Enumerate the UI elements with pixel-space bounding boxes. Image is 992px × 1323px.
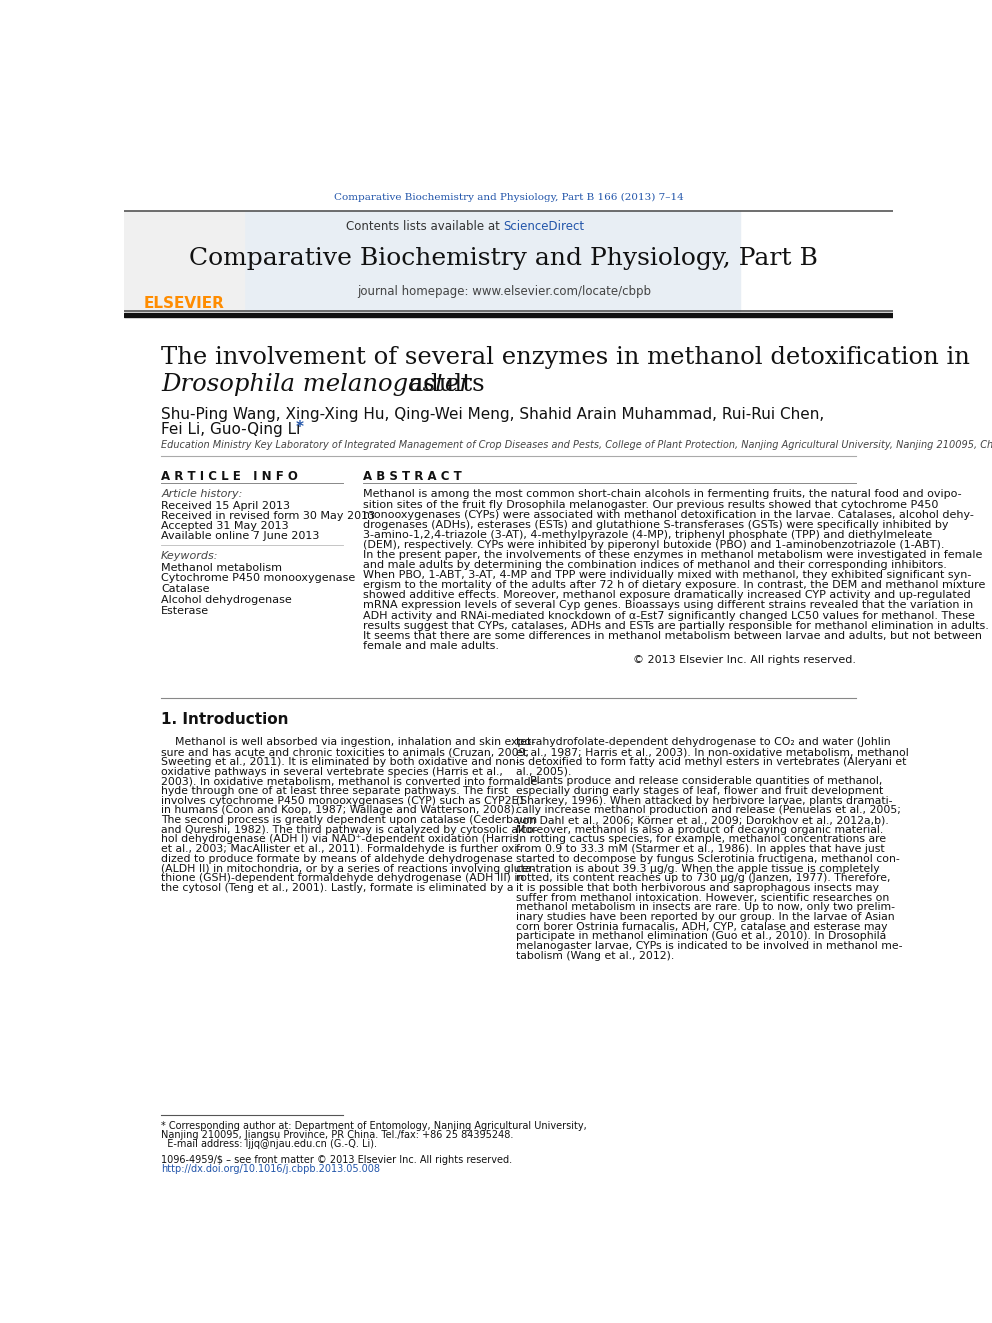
Text: and Qureshi, 1982). The third pathway is catalyzed by cytosolic alco-: and Qureshi, 1982). The third pathway is… [161,824,538,835]
Text: Accepted 31 May 2013: Accepted 31 May 2013 [161,521,289,531]
Text: rotted, its content reaches up to 730 μg/g (Janzen, 1977). Therefore,: rotted, its content reaches up to 730 μg… [516,873,891,884]
Text: cally increase methanol production and release (Penuelas et al., 2005;: cally increase methanol production and r… [516,806,901,815]
Text: Received 15 April 2013: Received 15 April 2013 [161,501,291,511]
Bar [124,212,244,311]
Text: E-mail address: ljjq@njau.edu.cn (G.-Q. Li).: E-mail address: ljjq@njau.edu.cn (G.-Q. … [161,1139,377,1150]
Text: monooxygenases (CYPs) were associated with methanol detoxification in the larvae: monooxygenases (CYPs) were associated wi… [363,509,973,520]
Text: journal homepage: www.elsevier.com/locate/cbpb: journal homepage: www.elsevier.com/locat… [357,284,651,298]
Text: Esterase: Esterase [161,606,209,615]
Text: et al., 2003; MacAllister et al., 2011). Formaldehyde is further oxi-: et al., 2003; MacAllister et al., 2011).… [161,844,522,855]
Text: tabolism (Wang et al., 2012).: tabolism (Wang et al., 2012). [516,951,675,960]
Text: Fei Li, Guo-Qing Li: Fei Li, Guo-Qing Li [161,422,306,437]
Text: A R T I C L E   I N F O: A R T I C L E I N F O [161,470,298,483]
Text: *: * [296,419,305,435]
Text: inary studies have been reported by our group. In the larvae of Asian: inary studies have been reported by our … [516,912,895,922]
Text: Methanol is well absorbed via ingestion, inhalation and skin expo-: Methanol is well absorbed via ingestion,… [161,737,536,747]
Text: Cytochrome P450 monooxygenase: Cytochrome P450 monooxygenase [161,573,355,583]
Text: A B S T R A C T: A B S T R A C T [363,470,461,483]
Text: Available online 7 June 2013: Available online 7 June 2013 [161,531,319,541]
Text: oxidative pathways in several vertebrate species (Harris et al.,: oxidative pathways in several vertebrate… [161,766,503,777]
Text: drogenases (ADHs), esterases (ESTs) and glutathione S-transferases (GSTs) were s: drogenases (ADHs), esterases (ESTs) and … [363,520,948,529]
Text: dized to produce formate by means of aldehyde dehydrogenase: dized to produce formate by means of ald… [161,853,513,864]
Text: involves cytochrome P450 monooxygenases (CYP) such as CYP2E1: involves cytochrome P450 monooxygenases … [161,795,526,806]
Text: adults: adults [402,373,485,396]
Text: The involvement of several enzymes in methanol detoxification in: The involvement of several enzymes in me… [161,345,970,369]
Text: from 0.9 to 33.3 mM (Starmer et al., 1986). In apples that have just: from 0.9 to 33.3 mM (Starmer et al., 198… [516,844,885,855]
Text: Catalase: Catalase [161,585,209,594]
Text: (DEM), respectively. CYPs were inhibited by piperonyl butoxide (PBO) and 1-amino: (DEM), respectively. CYPs were inhibited… [363,540,944,550]
Text: Nanjing 210095, Jiangsu Province, PR China. Tel./fax: +86 25 84395248.: Nanjing 210095, Jiangsu Province, PR Chi… [161,1130,514,1140]
Text: It seems that there are some differences in methanol metabolism between larvae a: It seems that there are some differences… [363,631,982,640]
Text: 3-amino-1,2,4-triazole (3-AT), 4-methylpyrazole (4-MP), triphenyl phosphate (TPP: 3-amino-1,2,4-triazole (3-AT), 4-methylp… [363,529,931,540]
Text: ergism to the mortality of the adults after 72 h of dietary exposure. In contras: ergism to the mortality of the adults af… [363,581,985,590]
Text: in humans (Coon and Koop, 1987; Wallage and Watterson, 2008).: in humans (Coon and Koop, 1987; Wallage … [161,806,519,815]
Text: von Dahl et al., 2006; Körner et al., 2009; Dorokhov et al., 2012a,b).: von Dahl et al., 2006; Körner et al., 20… [516,815,889,826]
Text: (ALDH II) in mitochondria, or by a series of reactions involving gluta-: (ALDH II) in mitochondria, or by a serie… [161,864,536,873]
Text: Article history:: Article history: [161,490,243,500]
Text: Comparative Biochemistry and Physiology, Part B: Comparative Biochemistry and Physiology,… [189,247,818,270]
Text: Education Ministry Key Laboratory of Integrated Management of Crop Diseases and : Education Ministry Key Laboratory of Int… [161,441,992,450]
Text: participate in methanol elimination (Guo et al., 2010). In Drosophila: participate in methanol elimination (Guo… [516,931,887,942]
Text: Comparative Biochemistry and Physiology, Part B 166 (2013) 7–14: Comparative Biochemistry and Physiology,… [333,193,683,202]
Text: and male adults by determining the combination indices of methanol and their cor: and male adults by determining the combi… [363,560,946,570]
Text: 1096-4959/$ – see front matter © 2013 Elsevier Inc. All rights reserved.: 1096-4959/$ – see front matter © 2013 El… [161,1155,512,1164]
Text: In rotting cactus species, for example, methanol concentrations are: In rotting cactus species, for example, … [516,835,886,844]
Bar [124,312,893,318]
Text: mRNA expression levels of several Cyp genes. Bioassays using different strains r: mRNA expression levels of several Cyp ge… [363,601,973,610]
Text: sition sites of the fruit fly Drosophila melanogaster. Our previous results show: sition sites of the fruit fly Drosophila… [363,500,938,509]
Text: female and male adults.: female and male adults. [363,640,499,651]
Text: melanogaster larvae, CYPs is indicated to be involved in methanol me-: melanogaster larvae, CYPs is indicated t… [516,941,903,951]
Text: http://dx.doi.org/10.1016/j.cbpb.2013.05.008: http://dx.doi.org/10.1016/j.cbpb.2013.05… [161,1164,380,1174]
Text: Methanol metabolism: Methanol metabolism [161,562,282,573]
Text: * Corresponding author at: Department of Entomology, Nanjing Agricultural Univer: * Corresponding author at: Department of… [161,1121,587,1131]
Text: Methanol is among the most common short-chain alcohols in fermenting fruits, the: Methanol is among the most common short-… [363,490,961,500]
Text: 1. Introduction: 1. Introduction [161,712,289,726]
Text: Moreover, methanol is also a product of decaying organic material.: Moreover, methanol is also a product of … [516,824,884,835]
Text: Alcohol dehydrogenase: Alcohol dehydrogenase [161,595,292,605]
Bar [244,212,740,311]
Text: is detoxified to form fatty acid methyl esters in vertebrates (Aleryani et: is detoxified to form fatty acid methyl … [516,757,907,767]
Text: When PBO, 1-ABT, 3-AT, 4-MP and TPP were individually mixed with methanol, they : When PBO, 1-ABT, 3-AT, 4-MP and TPP were… [363,570,971,581]
Text: ADH activity and RNAi-mediated knockdown of α-Est7 significantly changed LC50 va: ADH activity and RNAi-mediated knockdown… [363,610,974,620]
Text: especially during early stages of leaf, flower and fruit development: especially during early stages of leaf, … [516,786,884,796]
Text: al., 2005).: al., 2005). [516,766,571,777]
Text: hol dehydrogenase (ADH I) via NAD⁺-dependent oxidation (Harris: hol dehydrogenase (ADH I) via NAD⁺-depen… [161,835,519,844]
Text: hyde through one of at least three separate pathways. The first: hyde through one of at least three separ… [161,786,508,796]
Text: ScienceDirect: ScienceDirect [504,220,585,233]
Text: The second process is greatly dependent upon catalase (Cederbaum: The second process is greatly dependent … [161,815,538,826]
Text: the cytosol (Teng et al., 2001). Lastly, formate is eliminated by a: the cytosol (Teng et al., 2001). Lastly,… [161,882,514,893]
Text: thione (GSH)-dependent formaldehyde dehydrogenase (ADH III) in: thione (GSH)-dependent formaldehyde dehy… [161,873,525,884]
Text: suffer from methanol intoxication. However, scientific researches on: suffer from methanol intoxication. Howev… [516,893,890,902]
Text: (Sharkey, 1996). When attacked by herbivore larvae, plants dramati-: (Sharkey, 1996). When attacked by herbiv… [516,795,893,806]
Text: Shu-Ping Wang, Xing-Xing Hu, Qing-Wei Meng, Shahid Arain Muhammad, Rui-Rui Chen,: Shu-Ping Wang, Xing-Xing Hu, Qing-Wei Me… [161,407,824,422]
Text: Plants produce and release considerable quantities of methanol,: Plants produce and release considerable … [516,777,883,786]
Text: Received in revised form 30 May 2013: Received in revised form 30 May 2013 [161,511,375,521]
Text: Keywords:: Keywords: [161,552,218,561]
Text: corn borer Ostrinia furnacalis, ADH, CYP, catalase and esterase may: corn borer Ostrinia furnacalis, ADH, CYP… [516,922,888,931]
Text: 2003). In oxidative metabolism, methanol is converted into formalde-: 2003). In oxidative metabolism, methanol… [161,777,542,786]
Text: et al., 1987; Harris et al., 2003). In non-oxidative metabolism, methanol: et al., 1987; Harris et al., 2003). In n… [516,747,909,757]
Text: showed additive effects. Moreover, methanol exposure dramatically increased CYP : showed additive effects. Moreover, metha… [363,590,970,601]
Text: it is possible that both herbivorous and saprophagous insects may: it is possible that both herbivorous and… [516,882,879,893]
Text: © 2013 Elsevier Inc. All rights reserved.: © 2013 Elsevier Inc. All rights reserved… [633,655,855,665]
Text: Drosophila melanogaster: Drosophila melanogaster [161,373,471,396]
Text: tetrahydrofolate-dependent dehydrogenase to CO₂ and water (Johlin: tetrahydrofolate-dependent dehydrogenase… [516,737,891,747]
Text: sure and has acute and chronic toxicities to animals (Cruzan, 2009;: sure and has acute and chronic toxicitie… [161,747,530,757]
Text: ELSEVIER: ELSEVIER [144,296,225,311]
Text: started to decompose by fungus Sclerotinia fructigena, methanol con-: started to decompose by fungus Sclerotin… [516,853,900,864]
Text: methanol metabolism in insects are rare. Up to now, only two prelim-: methanol metabolism in insects are rare.… [516,902,895,913]
Text: centration is about 39.3 μg/g. When the apple tissue is completely: centration is about 39.3 μg/g. When the … [516,864,880,873]
Text: results suggest that CYPs, catalases, ADHs and ESTs are partially responsible fo: results suggest that CYPs, catalases, AD… [363,620,989,631]
Text: In the present paper, the involvements of these enzymes in methanol metabolism w: In the present paper, the involvements o… [363,550,982,560]
Text: Contents lists available at: Contents lists available at [346,220,504,233]
Text: Sweeting et al., 2011). It is eliminated by both oxidative and non-: Sweeting et al., 2011). It is eliminated… [161,757,520,767]
